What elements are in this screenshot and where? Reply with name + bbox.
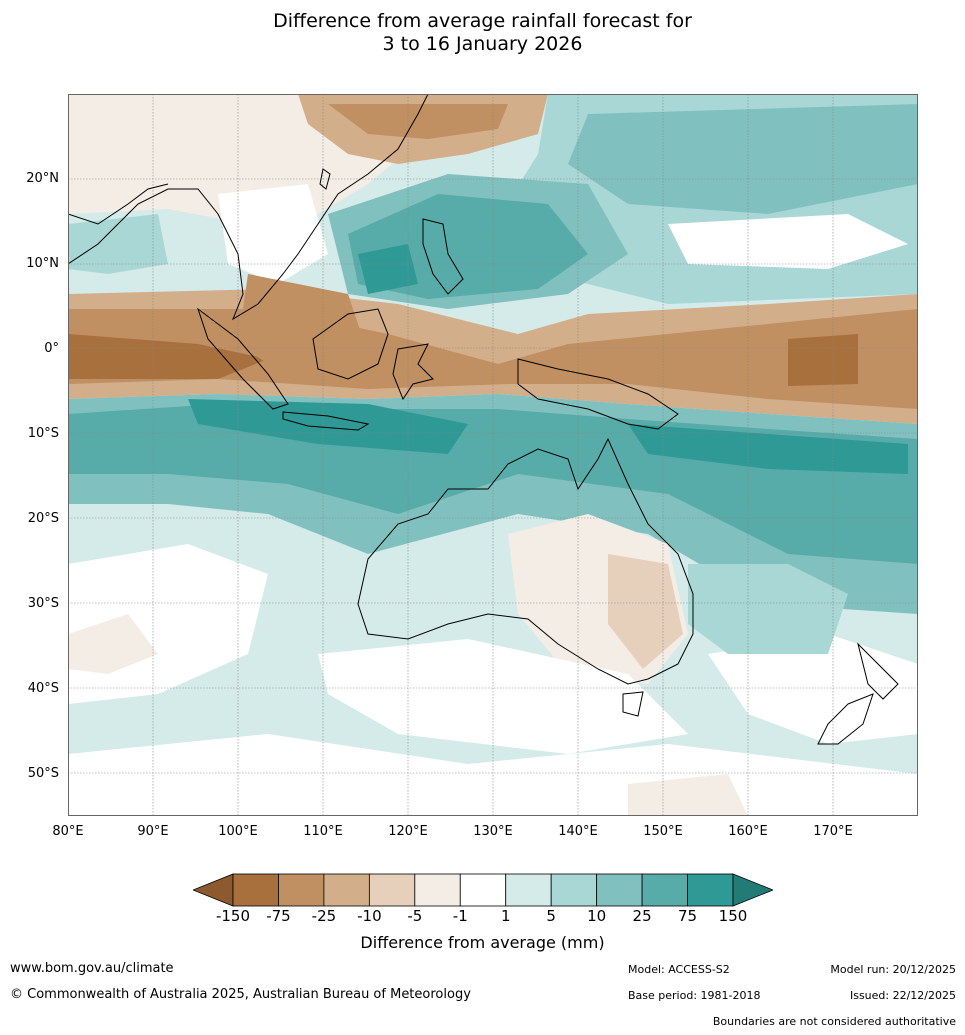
- title-line-2: 3 to 16 January 2026: [382, 33, 583, 55]
- coast-borneo: [312, 308, 389, 380]
- coastlines: [68, 94, 899, 745]
- lat-label-30s: 30°S: [27, 596, 59, 611]
- lon-label-170e: 170°E: [813, 824, 853, 839]
- footer-base-period: Base period: 1981-2018: [628, 989, 761, 1002]
- rain-area-south-ocean-4: [68, 614, 158, 674]
- rain-area-china-dry-2: [328, 104, 508, 139]
- colorbar-segment: [596, 873, 643, 907]
- coast-new-guinea: [517, 358, 679, 430]
- coast-asia-mainland: [68, 94, 429, 321]
- lat-label-10n: 10°N: [26, 256, 59, 271]
- colorbar-tick-label: -150: [215, 907, 251, 925]
- coast-java: [282, 411, 370, 431]
- map-frame: [68, 94, 918, 816]
- coast-new-zealand-south: [817, 693, 874, 745]
- colorbar-segment: [550, 873, 598, 907]
- lon-label-80e: 80°E: [52, 824, 84, 839]
- footer-model: Model: ACCESS-S2: [628, 963, 730, 976]
- colorbar-tick-label: 10: [587, 907, 607, 925]
- colorbar-tick-label: -1: [452, 907, 468, 925]
- colorbar-tick-label: -25: [311, 907, 337, 925]
- rain-area-indochina: [218, 184, 328, 284]
- rain-area-south-ocean-6: [628, 774, 748, 816]
- rain-area-south-wet-4: [628, 424, 908, 474]
- title-line-1: Difference from average rainfall forecas…: [273, 10, 692, 32]
- footer-copyright: © Commonwealth of Australia 2025, Austra…: [10, 987, 471, 1002]
- rain-area-australia-dry-2: [608, 554, 683, 669]
- rain-area-tasman-wet: [688, 564, 848, 654]
- colorbar-tick-label: 75: [677, 907, 698, 925]
- colorbar-extend-low: [191, 873, 234, 907]
- lat-label-50s: 50°S: [27, 766, 59, 781]
- coast-new-zealand-north: [857, 642, 899, 700]
- rain-area-bay-bengal: [68, 214, 168, 274]
- lon-label-100e: 100°E: [218, 824, 258, 839]
- lon-label-160e: 160°E: [728, 824, 768, 839]
- lon-label-150e: 150°E: [643, 824, 683, 839]
- colorbar-svg: [191, 873, 775, 907]
- coast-india: [68, 183, 169, 225]
- rain-area-south-wet-3: [188, 399, 468, 454]
- lat-label-0: 0°: [44, 341, 59, 356]
- graticule: [68, 94, 918, 816]
- colorbar-segment: [687, 873, 734, 907]
- lat-label-20n: 20°N: [26, 171, 59, 186]
- lat-label-40s: 40°S: [27, 681, 59, 696]
- coast-sulawesi: [392, 343, 434, 401]
- coast-philippines: [422, 218, 464, 295]
- lon-label-110e: 110°E: [303, 824, 343, 839]
- colorbar-tick-label: -75: [266, 907, 291, 925]
- rain-area-borneo-dry: [238, 274, 368, 384]
- map-canvas: [68, 94, 918, 816]
- rainfall-map: [68, 94, 918, 816]
- colorbar-extend-high: [732, 873, 775, 907]
- colorbar-tick-label: 25: [632, 907, 652, 925]
- coast-sumatra: [197, 307, 289, 410]
- coast-australia: [357, 437, 694, 685]
- coast-tasmania: [622, 691, 644, 717]
- lon-label-90e: 90°E: [137, 824, 169, 839]
- colorbar-segment: [232, 873, 279, 907]
- lon-label-140e: 140°E: [558, 824, 598, 839]
- lat-label-10s: 10°S: [27, 426, 59, 441]
- colorbar-segment: [414, 873, 461, 907]
- colorbar-tick-label: 5: [546, 907, 556, 925]
- footer-disclaimer: Boundaries are not considered authoritat…: [712, 1015, 956, 1028]
- coast-taiwan: [319, 168, 331, 190]
- map-title: Difference from average rainfall forecas…: [0, 10, 965, 56]
- rain-area-pacific-white: [668, 214, 908, 269]
- colorbar-tick-label: -10: [357, 907, 382, 925]
- colorbar-segment: [368, 873, 416, 907]
- footer-issued: Issued: 22/12/2025: [849, 989, 956, 1002]
- lon-label-130e: 130°E: [473, 824, 513, 839]
- lon-label-120e: 120°E: [388, 824, 428, 839]
- colorbar-segment: [505, 873, 552, 907]
- footer-model-run: Model run: 20/12/2025: [830, 963, 956, 976]
- rain-area-philippines-wet-3: [358, 244, 418, 294]
- lat-label-20s: 20°S: [27, 511, 59, 526]
- colorbar-segment: [323, 873, 370, 907]
- colorbar-tick-label: -5: [407, 907, 423, 925]
- colorbar: [191, 873, 775, 907]
- colorbar-segment: [641, 873, 688, 907]
- colorbar-label: Difference from average (mm): [360, 933, 605, 952]
- colorbar-tick-label: 1: [500, 907, 511, 925]
- rain-area-equator-dry-3: [68, 334, 268, 379]
- rain-area-pacific-north-2: [568, 104, 918, 214]
- rain-area-equator-dry-4: [788, 334, 858, 386]
- colorbar-segment: [278, 873, 325, 907]
- colorbar-tick-label: 150: [718, 907, 748, 925]
- footer-website[interactable]: www.bom.gov.au/climate: [10, 961, 174, 976]
- colorbar-segment: [459, 873, 507, 907]
